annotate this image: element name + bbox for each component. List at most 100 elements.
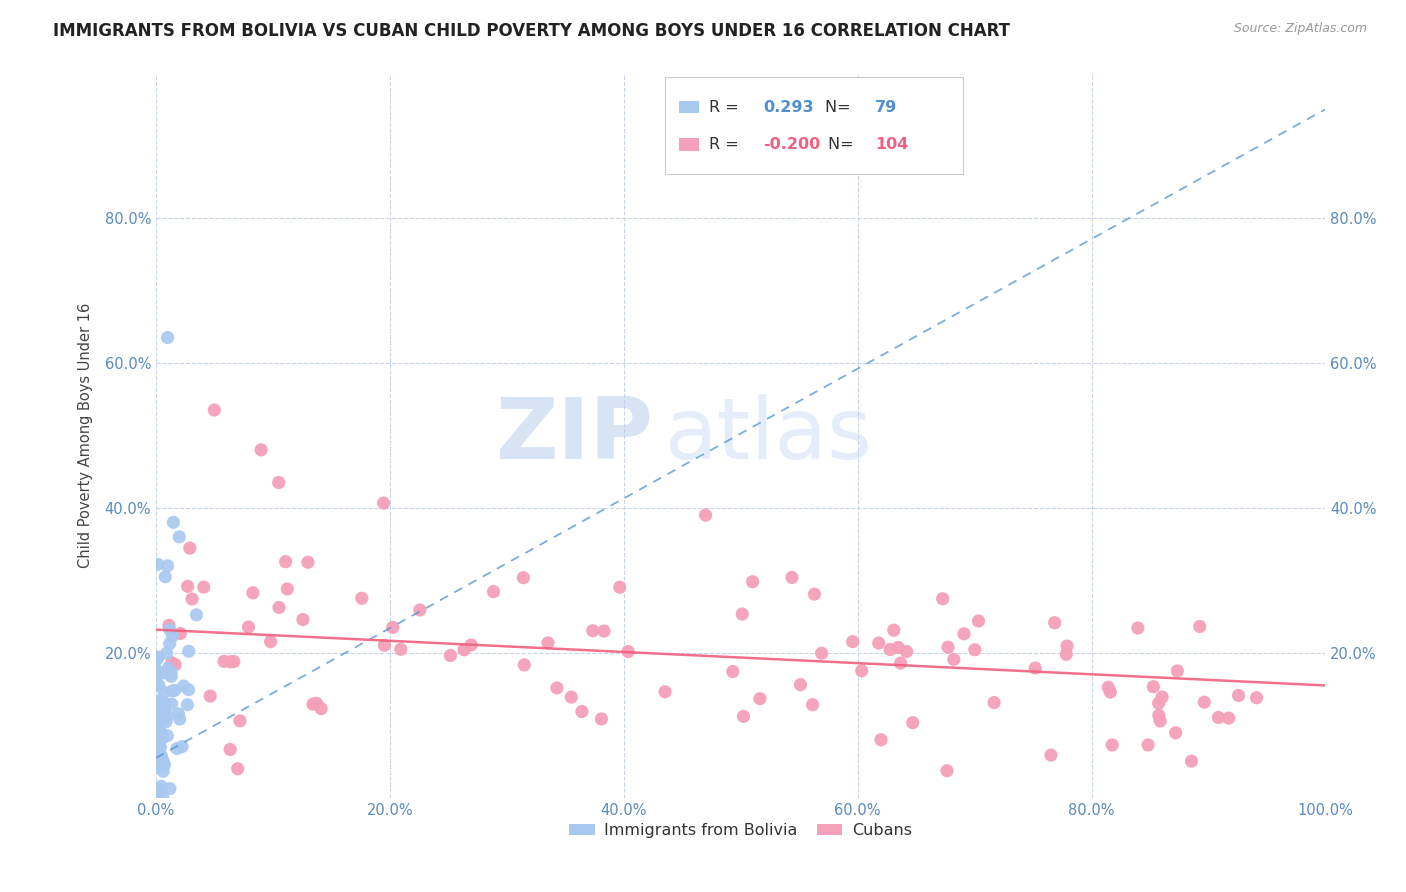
- FancyBboxPatch shape: [665, 77, 963, 175]
- Point: [1147, 708, 1170, 723]
- Point: [153, 665, 176, 680]
- Point: [157, 661, 180, 675]
- Point: [169, 626, 191, 640]
- Point: [226, 762, 249, 776]
- Point: [1137, 738, 1160, 752]
- Point: [242, 586, 264, 600]
- Point: [198, 689, 221, 703]
- Point: [870, 732, 893, 747]
- Point: [942, 652, 965, 666]
- Point: [177, 644, 200, 658]
- Point: [173, 679, 195, 693]
- Point: [381, 620, 404, 634]
- Point: [176, 579, 198, 593]
- Point: [145, 663, 167, 677]
- Point: [851, 664, 873, 678]
- Point: [145, 695, 167, 709]
- Point: [1043, 615, 1066, 630]
- Point: [149, 713, 172, 727]
- Point: [155, 570, 177, 584]
- Point: [546, 681, 568, 695]
- Point: [1188, 619, 1211, 633]
- Point: [801, 698, 824, 712]
- Point: [789, 678, 811, 692]
- Point: [146, 753, 169, 767]
- Point: [617, 644, 640, 658]
- Point: [152, 731, 174, 745]
- Point: [591, 712, 613, 726]
- Point: [582, 624, 605, 638]
- Point: [150, 779, 173, 793]
- Point: [148, 739, 170, 754]
- Text: 104: 104: [875, 137, 908, 153]
- Text: R =: R =: [709, 100, 744, 114]
- Point: [146, 650, 169, 665]
- Point: [167, 706, 190, 721]
- Point: [146, 734, 169, 748]
- Point: [222, 655, 245, 669]
- Point: [721, 665, 744, 679]
- Point: [149, 784, 172, 798]
- Point: [150, 695, 173, 709]
- Point: [879, 642, 901, 657]
- Point: [156, 729, 179, 743]
- Point: [1166, 664, 1188, 678]
- Text: N=: N=: [828, 137, 859, 153]
- Point: [883, 623, 905, 637]
- Point: [145, 676, 167, 690]
- Point: [146, 715, 169, 730]
- Point: [901, 715, 924, 730]
- Point: [145, 672, 167, 686]
- Point: [148, 726, 170, 740]
- Point: [169, 712, 191, 726]
- Point: [146, 715, 169, 730]
- Point: [259, 634, 281, 648]
- Point: [162, 629, 184, 643]
- Point: [176, 698, 198, 712]
- Point: [212, 654, 235, 668]
- Point: [145, 737, 167, 751]
- Point: [160, 656, 183, 670]
- Point: [150, 749, 173, 764]
- Point: [186, 607, 208, 622]
- Point: [162, 684, 184, 698]
- Point: [148, 694, 170, 708]
- Text: N=: N=: [825, 100, 856, 114]
- FancyBboxPatch shape: [679, 101, 699, 113]
- Point: [654, 685, 676, 699]
- Point: [146, 650, 169, 665]
- Point: [560, 690, 582, 704]
- Point: [1218, 711, 1240, 725]
- Point: [1040, 748, 1063, 763]
- Point: [1227, 689, 1250, 703]
- Point: [887, 640, 910, 655]
- Point: [156, 330, 179, 344]
- Point: [250, 442, 273, 457]
- Point: [983, 696, 1005, 710]
- Point: [156, 558, 179, 573]
- Point: [202, 403, 225, 417]
- Point: [1180, 754, 1202, 768]
- Point: [152, 755, 174, 769]
- Point: [439, 648, 461, 663]
- Y-axis label: Child Poverty Among Boys Under 16: Child Poverty Among Boys Under 16: [79, 302, 93, 568]
- Point: [156, 646, 179, 660]
- Point: [1147, 696, 1170, 710]
- Text: 79: 79: [875, 100, 897, 114]
- Point: [803, 587, 825, 601]
- Point: [291, 613, 314, 627]
- Point: [145, 653, 167, 667]
- Point: [160, 697, 183, 711]
- Point: [305, 697, 328, 711]
- Point: [936, 764, 959, 778]
- Point: [148, 726, 170, 740]
- Point: [146, 759, 169, 773]
- Point: [780, 570, 803, 584]
- Point: [153, 697, 176, 711]
- Point: [741, 574, 763, 589]
- Text: 0.293: 0.293: [763, 100, 814, 114]
- Point: [145, 678, 167, 692]
- Point: [148, 704, 170, 718]
- Point: [159, 667, 181, 681]
- Text: ZIP: ZIP: [495, 394, 652, 477]
